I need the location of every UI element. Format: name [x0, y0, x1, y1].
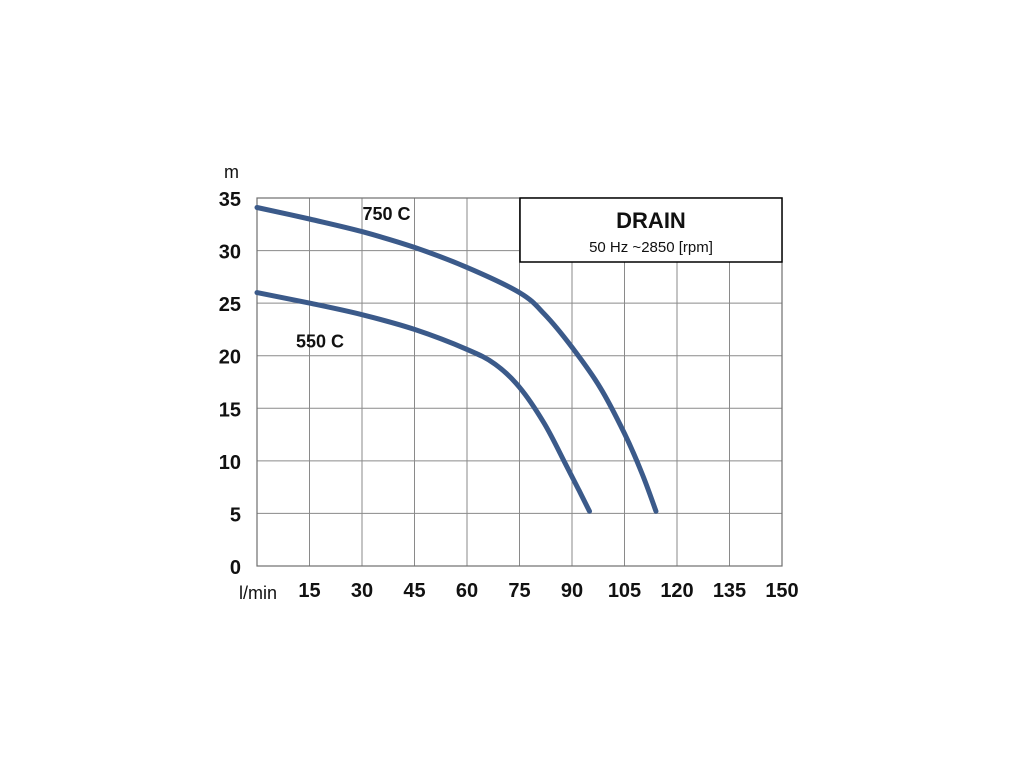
x-tick-label: 90	[561, 580, 583, 602]
legend-box: DRAIN 50 Hz ~2850 [rpm]	[519, 197, 783, 263]
y-tick-label: 5	[230, 504, 241, 526]
x-tick-label: 45	[403, 580, 425, 602]
y-tick-label: 30	[219, 242, 241, 264]
x-tick-label: 105	[608, 580, 641, 602]
chart-title: DRAIN	[616, 208, 686, 233]
x-tick-label: 135	[713, 580, 746, 602]
x-tick-label: 150	[765, 580, 798, 602]
chart-subtitle: 50 Hz ~2850 [rpm]	[589, 239, 713, 256]
curves: 750 C 550 C	[254, 204, 659, 514]
series-line-750-c	[254, 205, 659, 514]
y-tick-label: 0	[230, 557, 241, 579]
x-tick-label: 120	[660, 580, 693, 602]
tick-labels: 0 5 10 15 20 25 30 35 15 30 45 60 75 90 105 120 135 150	[219, 189, 799, 602]
y-tick-label: 10	[219, 452, 241, 474]
y-tick-label: 35	[219, 189, 241, 211]
x-tick-label: 75	[508, 580, 530, 602]
x-axis-unit: l/min	[239, 583, 277, 603]
y-tick-label: 20	[219, 347, 241, 369]
series-line-550-c	[254, 290, 592, 514]
series-label-550-c: 550 C	[296, 331, 344, 351]
series-label-750-c: 750 C	[362, 204, 410, 224]
y-tick-label: 15	[219, 399, 241, 421]
x-tick-label: 60	[456, 580, 478, 602]
x-tick-label: 15	[298, 580, 320, 602]
x-tick-label: 30	[351, 580, 373, 602]
y-tick-label: 25	[219, 294, 241, 316]
y-axis-unit: m	[224, 162, 239, 182]
